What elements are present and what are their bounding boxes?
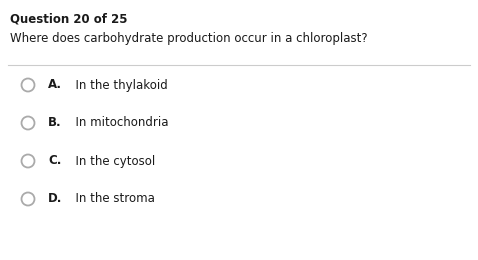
Text: In the stroma: In the stroma [68, 192, 155, 205]
Text: A.: A. [48, 79, 62, 92]
Text: In the cytosol: In the cytosol [68, 154, 155, 167]
Text: In mitochondria: In mitochondria [68, 116, 169, 129]
Text: Question 20 of 25: Question 20 of 25 [10, 12, 128, 25]
Text: Where does carbohydrate production occur in a chloroplast?: Where does carbohydrate production occur… [10, 32, 368, 45]
Text: B.: B. [48, 116, 62, 129]
Text: C.: C. [48, 154, 61, 167]
Text: D.: D. [48, 192, 62, 205]
Text: In the thylakoid: In the thylakoid [68, 79, 168, 92]
